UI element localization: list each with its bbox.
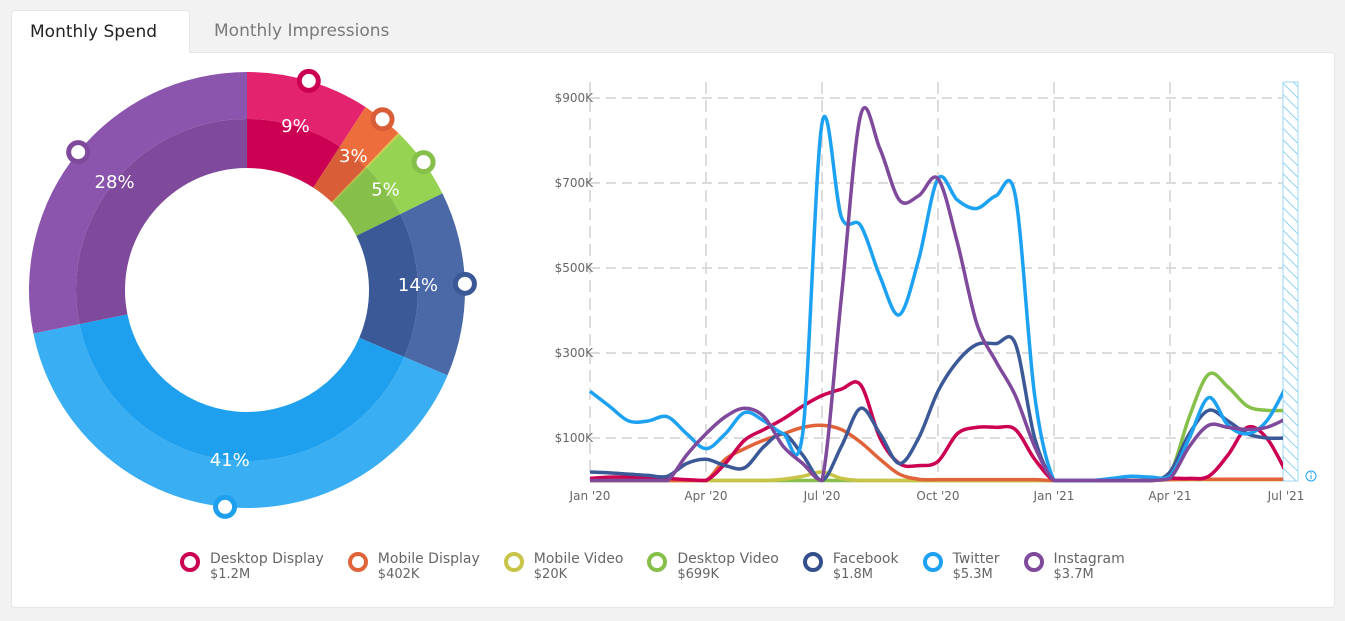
legend-value: $699K	[677, 567, 719, 582]
y-tick-label: $100K	[555, 431, 595, 445]
legend-value: $5.3M	[952, 567, 993, 582]
legend-marker	[347, 552, 368, 572]
donut-marker-twitter[interactable]	[213, 494, 238, 519]
forecast-hatch-area	[1282, 81, 1299, 482]
donut-marker-mobile-display[interactable]	[370, 107, 395, 132]
donut-slice-desktop-video-inner[interactable]	[332, 168, 401, 236]
x-tick-label: Oct '20	[916, 489, 959, 503]
legend-label: Desktop Video	[677, 551, 779, 567]
donut-slice-mobile-video-inner[interactable]	[331, 166, 367, 203]
legend-marker	[922, 552, 943, 572]
donut-slice-facebook-outer[interactable]	[400, 193, 465, 376]
legend-item-instagram[interactable]: Instagram $3.7M	[1023, 551, 1125, 583]
donut-slice-twitter-outer[interactable]	[33, 324, 448, 508]
donut-label: 3%	[339, 146, 368, 167]
legend-item-desktop-video[interactable]: Desktop Video $699K	[647, 551, 779, 583]
donut-slice-desktop-video-outer[interactable]	[366, 134, 443, 215]
series-line-facebook[interactable]	[589, 334, 1286, 483]
legend-value: $1.8M	[832, 567, 873, 582]
legend-value: $402K	[377, 567, 420, 582]
legend-label: Facebook	[832, 551, 899, 567]
donut-label: 41%	[210, 450, 250, 471]
donut-slice-instagram-inner[interactable]	[76, 119, 247, 325]
donut-marker-desktop-video[interactable]	[411, 150, 436, 175]
donut-marker-instagram[interactable]	[66, 140, 91, 165]
legend-label: Instagram	[1053, 551, 1125, 567]
series-line-instagram[interactable]	[590, 105, 1286, 483]
legend-item-desktop-display[interactable]: Desktop Display $1.2M	[180, 551, 324, 583]
x-tick-label: Apr '20	[684, 489, 727, 503]
legend-value: $20K	[533, 567, 568, 582]
y-tick-label: $300K	[555, 346, 595, 360]
donut-label: 28%	[95, 172, 135, 193]
x-tick-label: Jul '21	[1267, 489, 1305, 503]
donut-slice-instagram-outer[interactable]	[28, 72, 247, 334]
legend: Desktop Display $1.2M Mobile Display $402K…	[180, 551, 1149, 583]
legend-label: Mobile Video	[533, 551, 624, 567]
x-tick-label: Jul '20	[803, 489, 841, 503]
donut-slice-mobile-video-outer[interactable]	[365, 133, 400, 169]
legend-label: Desktop Display	[210, 551, 324, 567]
x-tick-label: Jan '21	[1033, 489, 1075, 503]
donut-slice-facebook-inner[interactable]	[356, 214, 418, 358]
legend-marker	[180, 552, 200, 572]
tab-monthly-impressions[interactable]: Monthly Impressions	[214, 21, 390, 41]
donut-slice-mobile-display-inner[interactable]	[313, 146, 366, 203]
legend-marker	[1023, 552, 1044, 572]
donut-label: 9%	[281, 116, 310, 137]
donut-marker-facebook[interactable]	[452, 271, 477, 296]
y-tick-label: $900K	[555, 91, 595, 105]
x-tick-label: Apr '21	[1148, 489, 1191, 503]
info-icon[interactable]	[1305, 470, 1317, 482]
legend-label: Twitter	[952, 551, 1000, 567]
y-tick-label: $500K	[555, 261, 595, 275]
legend-value: $1.2M	[210, 567, 251, 582]
legend-marker	[802, 552, 823, 572]
y-tick-label: $700K	[555, 176, 595, 190]
legend-item-mobile-video[interactable]: Mobile Video $20K	[503, 551, 624, 583]
donut-marker-desktop-display[interactable]	[296, 68, 321, 93]
donut-slice-desktop-display-inner[interactable]	[247, 119, 340, 188]
donut-label: 14%	[398, 275, 438, 296]
legend-label: Mobile Display	[377, 551, 480, 567]
legend-item-twitter[interactable]: Twitter $5.3M	[922, 551, 1000, 583]
legend-marker	[503, 552, 524, 572]
donut-slice-desktop-display-outer[interactable]	[247, 72, 366, 147]
x-tick-label: Jan '20	[569, 489, 611, 503]
legend-value: $3.7M	[1053, 567, 1094, 582]
grid	[589, 82, 1283, 481]
legend-marker	[647, 552, 668, 572]
donut-label: 5%	[371, 180, 400, 201]
line-series	[588, 105, 1286, 483]
donut-slice-twitter-inner[interactable]	[79, 314, 405, 461]
tab-monthly-spend[interactable]: Monthly Spend	[11, 10, 190, 53]
donut-chart: 9% 3%5% 14% 41% 28%	[28, 68, 477, 519]
legend-item-mobile-display[interactable]: Mobile Display $402K	[347, 551, 480, 583]
legend-item-facebook[interactable]: Facebook $1.8M	[802, 551, 899, 583]
